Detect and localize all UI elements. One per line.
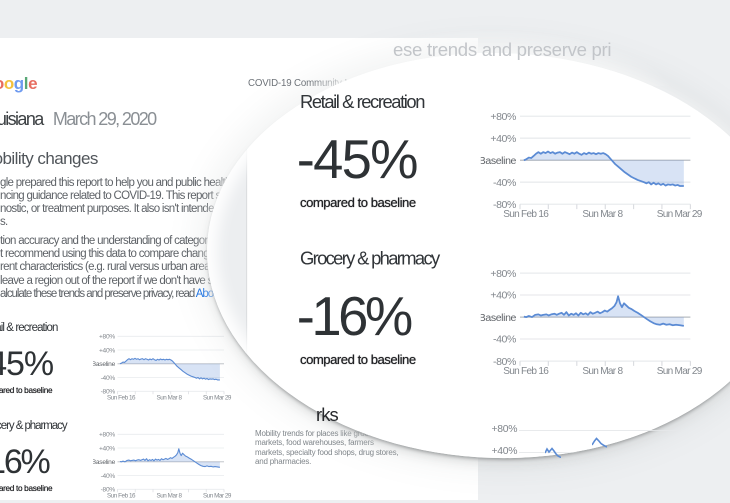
svg-text:+80%: +80% xyxy=(490,111,516,123)
svg-text:Sun Mar 8: Sun Mar 8 xyxy=(156,492,182,499)
svg-text:-80%: -80% xyxy=(492,356,515,368)
svg-text:+80%: +80% xyxy=(98,334,114,341)
svg-text:+40%: +40% xyxy=(98,347,114,354)
svg-text:Sun Feb 16: Sun Feb 16 xyxy=(107,394,136,401)
svg-text:Sun Mar 8: Sun Mar 8 xyxy=(156,394,182,401)
svg-text:-40%: -40% xyxy=(100,375,115,382)
svg-text:Baseline: Baseline xyxy=(480,155,516,167)
svg-text:Baseline: Baseline xyxy=(480,312,516,324)
svg-text:Baseline: Baseline xyxy=(93,459,116,466)
svg-text:-40%: -40% xyxy=(492,334,515,346)
svg-text:+40%: +40% xyxy=(98,445,114,452)
svg-text:Sun Feb 16: Sun Feb 16 xyxy=(502,366,548,377)
svg-text:Sun Mar 8: Sun Mar 8 xyxy=(582,209,623,220)
svg-text:Sun Mar 29: Sun Mar 29 xyxy=(656,366,702,377)
svg-text:-80%: -80% xyxy=(100,487,115,494)
svg-text:+40%: +40% xyxy=(490,133,516,145)
svg-text:Baseline: Baseline xyxy=(93,361,116,368)
svg-text:Sun Mar 8: Sun Mar 8 xyxy=(582,366,623,377)
svg-text:-80%: -80% xyxy=(492,199,515,211)
svg-text:-40%: -40% xyxy=(492,177,515,189)
svg-text:+80%: +80% xyxy=(490,268,516,280)
svg-text:Sun Feb 16: Sun Feb 16 xyxy=(107,492,136,499)
svg-text:Sun Feb 16: Sun Feb 16 xyxy=(502,209,548,220)
svg-text:+80%: +80% xyxy=(98,432,114,439)
svg-text:Sun Mar 29: Sun Mar 29 xyxy=(202,492,231,499)
svg-text:Sun Mar 29: Sun Mar 29 xyxy=(656,209,702,220)
svg-text:-40%: -40% xyxy=(100,473,115,480)
svg-text:-80%: -80% xyxy=(100,389,115,396)
svg-text:+40%: +40% xyxy=(490,290,516,302)
